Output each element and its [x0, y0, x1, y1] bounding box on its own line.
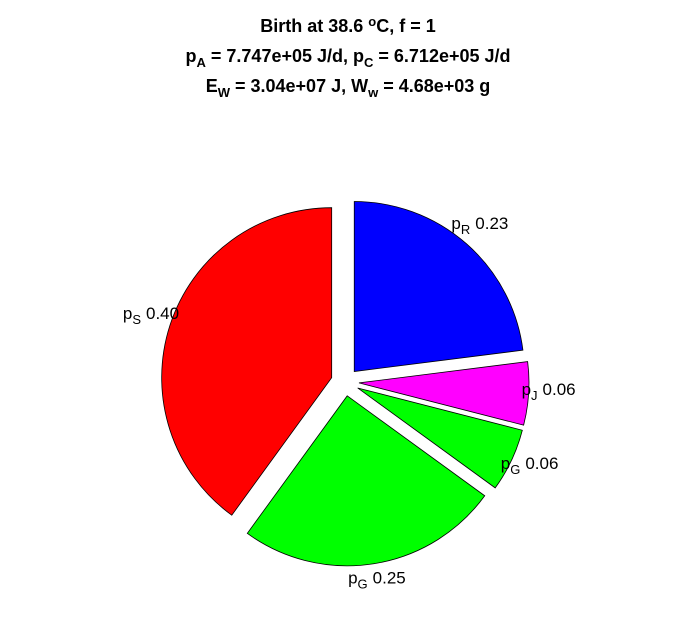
pie-slice [246, 395, 486, 567]
label-name: p [348, 568, 357, 587]
chart-title: pA = 7.747e+05 J/d, pC = 6.712e+05 J/d [186, 46, 511, 70]
label-subscript: S [132, 312, 141, 327]
label-value: 0.25 [373, 568, 406, 587]
label-name: p [522, 380, 531, 399]
label-subscript: J [531, 387, 538, 402]
slice-label: pJ 0.06 [522, 380, 576, 403]
label-value: 0.06 [543, 380, 576, 399]
slice-label: pR 0.23 [451, 214, 508, 237]
label-name: p [501, 454, 510, 473]
slice-label: pS 0.40 [123, 304, 179, 327]
title-script: C [364, 55, 374, 70]
title-script: W [218, 85, 231, 100]
chart-title: EW = 3.04e+07 J, Ww = 4.68e+03 g [206, 76, 491, 100]
label-value: 0.23 [475, 214, 508, 233]
label-name: p [123, 304, 132, 323]
title-text: = 4.68e+03 g [378, 76, 490, 96]
pie-slice [358, 361, 530, 426]
label-subscript: R [461, 222, 470, 237]
title-text: = 7.747e+05 J/d, p [206, 46, 364, 66]
title-text: C, f = 1 [376, 16, 436, 36]
label-value: 0.06 [525, 454, 558, 473]
label-subscript: G [510, 461, 520, 476]
title-script: o [368, 14, 376, 29]
title-text: p [186, 46, 197, 66]
slice-label: pG 0.25 [348, 568, 406, 591]
pie-slice [353, 201, 524, 372]
title-text: E [206, 76, 218, 96]
title-script: w [367, 85, 379, 100]
title-text: = 6.712e+05 J/d [373, 46, 510, 66]
title-text: Birth at 38.6 [260, 16, 368, 36]
label-name: p [451, 214, 460, 233]
title-text: = 3.04e+07 J, W [230, 76, 368, 96]
pie-slice [357, 387, 523, 489]
label-value: 0.40 [146, 304, 179, 323]
pie-slice [161, 207, 333, 516]
title-script: A [197, 55, 207, 70]
chart-title: Birth at 38.6 oC, f = 1 [260, 14, 436, 36]
slice-label: pG 0.06 [501, 454, 559, 477]
label-subscript: G [358, 576, 368, 591]
